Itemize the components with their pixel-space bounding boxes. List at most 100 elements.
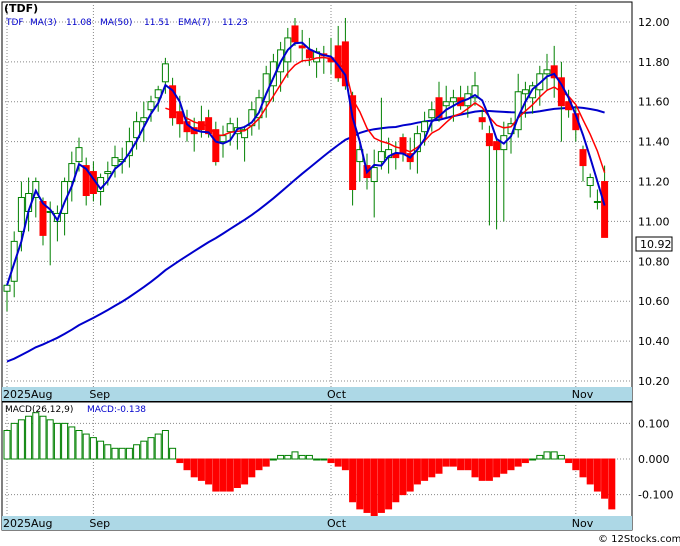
macd-bar-negative xyxy=(205,458,213,485)
ema7-line xyxy=(165,56,606,173)
candle-body-down xyxy=(298,45,306,49)
candle-body-down xyxy=(341,41,349,87)
candle-body-down xyxy=(399,137,407,155)
candle xyxy=(291,17,299,46)
macd-bar-positive xyxy=(17,419,25,460)
macd-bar-negative xyxy=(471,458,479,478)
macd-bar-negative xyxy=(190,458,198,478)
candle-body-up xyxy=(521,89,529,95)
candle-body-up xyxy=(75,147,83,163)
macd-month-label: Sep xyxy=(89,517,110,530)
macd-bar-positive xyxy=(320,458,328,461)
ema7-layer xyxy=(165,56,606,173)
legend-ma3-label: MA(3) xyxy=(30,18,57,28)
price-tick-label: 11.40 xyxy=(638,136,670,149)
candle xyxy=(471,71,479,106)
candle-body-up xyxy=(269,61,277,87)
macd-bar-negative xyxy=(233,458,241,488)
macd-bar-negative xyxy=(327,458,335,464)
candle xyxy=(241,125,249,162)
legend-ma3-value: 11.08 xyxy=(66,18,92,28)
price-tick-label: 10.40 xyxy=(638,335,670,348)
macd-bar-positive xyxy=(46,419,54,460)
candle-body-up xyxy=(377,151,385,163)
macd-bar-negative xyxy=(406,458,414,492)
candle xyxy=(111,145,119,178)
macd-bars xyxy=(3,412,616,517)
price-month-label: Sep xyxy=(89,388,110,401)
macd-bar-positive xyxy=(313,458,321,461)
legend-ma50-value: 11.51 xyxy=(144,18,170,28)
candle-body-up xyxy=(449,97,457,103)
macd-bar-negative xyxy=(248,458,256,478)
candle xyxy=(68,151,76,202)
legend-symbol: TDF xyxy=(5,18,24,28)
candle-body-down xyxy=(601,181,609,238)
macd-bar-negative xyxy=(176,458,184,464)
watermark: © 12Stocks.com xyxy=(598,534,680,545)
candle xyxy=(586,173,594,198)
macd-bar-positive xyxy=(550,451,558,460)
candle-body-down xyxy=(176,111,184,125)
candle xyxy=(478,109,486,130)
macd-tick-label: -0.100 xyxy=(638,489,673,502)
macd-bar-positive xyxy=(104,444,112,460)
candle-body-down xyxy=(435,97,443,119)
macd-bar-positive xyxy=(305,454,313,460)
macd-bar-positive xyxy=(269,458,277,461)
macd-bar-positive xyxy=(82,433,90,460)
macd-bar-negative xyxy=(219,458,227,492)
candle xyxy=(298,29,306,62)
macd-bar-negative xyxy=(363,458,371,513)
macd-bar-positive xyxy=(111,447,119,460)
macd-bar-negative xyxy=(514,458,522,467)
candle-body-up xyxy=(586,177,594,187)
candle-body-up xyxy=(529,85,537,99)
macd-bar-negative xyxy=(579,458,587,478)
last-price-label: 10.92 xyxy=(640,238,672,251)
macd-value-label: MACD:-0.138 xyxy=(87,405,146,415)
candle-body-up xyxy=(133,121,141,139)
macd-bar-positive xyxy=(68,426,76,460)
candle-body-up xyxy=(241,129,249,139)
candle-body-up xyxy=(46,210,54,213)
macd-bar-negative xyxy=(608,458,616,510)
macd-bar-negative xyxy=(593,458,601,492)
macd-bar-negative xyxy=(464,458,472,471)
ticker-label: (TDF) xyxy=(4,2,38,15)
candle xyxy=(543,53,551,90)
macd-bar-positive xyxy=(557,454,565,460)
price-x-axis: 2025Aug Sep Oct Nov xyxy=(3,388,594,401)
macd-bar-negative xyxy=(262,458,270,467)
candle xyxy=(601,165,609,238)
macd-bar-negative xyxy=(255,458,263,471)
macd-bar-negative xyxy=(521,458,529,464)
macd-bar-negative xyxy=(385,458,393,510)
macd-bar-negative xyxy=(428,458,436,478)
candle-body-down xyxy=(212,129,220,163)
candle xyxy=(147,95,155,122)
price-tick-label: 12.00 xyxy=(638,16,670,29)
candle-body-up xyxy=(161,63,169,83)
candle xyxy=(579,145,587,182)
macd-bar-negative xyxy=(435,458,443,474)
macd-bar-positive xyxy=(161,430,169,460)
macd-bar-positive xyxy=(277,454,285,460)
macd-bar-positive xyxy=(75,430,83,460)
macd-bar-negative xyxy=(392,458,400,503)
macd-bar-positive xyxy=(147,437,155,460)
macd-bar-negative xyxy=(377,458,385,513)
macd-bar-positive xyxy=(536,454,544,460)
macd-bar-positive xyxy=(140,440,148,460)
candle-body-up xyxy=(593,200,601,203)
last-price-box xyxy=(635,236,673,252)
macd-bar-negative xyxy=(349,458,357,503)
macd-bar-negative xyxy=(507,458,515,471)
macd-bar-negative xyxy=(565,458,573,464)
candle xyxy=(82,157,90,206)
ma3-layer xyxy=(6,41,606,286)
macd-bar-negative xyxy=(226,458,234,492)
price-tick-label: 10.20 xyxy=(638,375,670,388)
candle xyxy=(349,91,357,206)
candle-body-up xyxy=(421,121,429,133)
